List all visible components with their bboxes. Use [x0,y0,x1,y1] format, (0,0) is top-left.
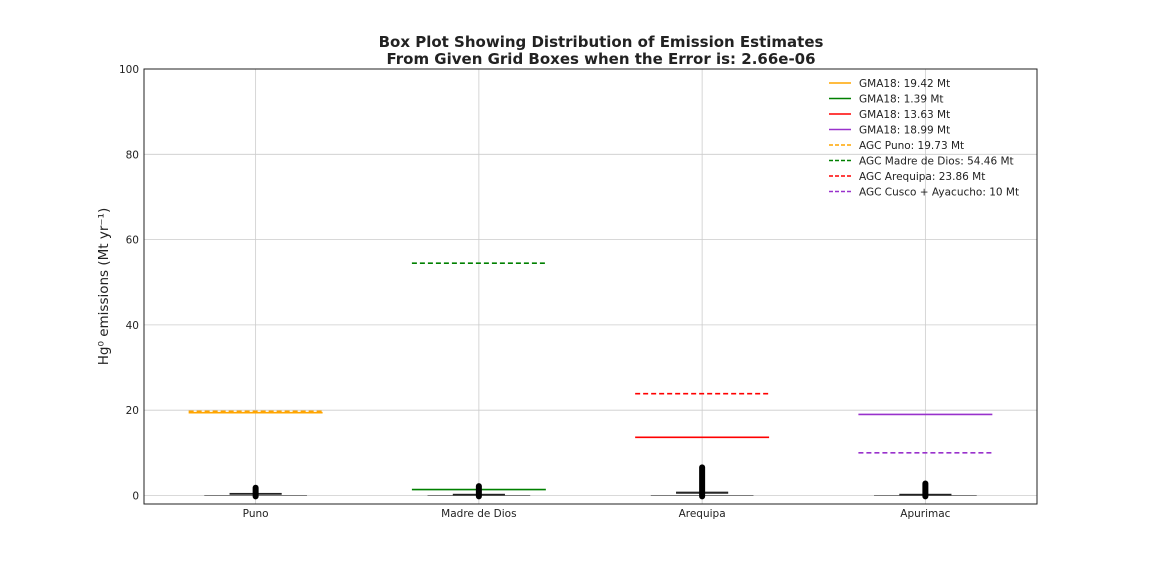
y-axis-ticks: 0 20 40 60 80 100 [119,64,139,502]
box-0 [204,484,307,500]
plot-area-frame [143,68,1038,505]
legend-label-0: GMA18: 19.42 Mt [859,78,950,90]
box-1 [427,483,531,500]
legend-label-2: GMA18: 13.63 Mt [859,109,950,121]
legend-label-1: GMA18: 1.39 Mt [859,94,944,106]
box-2 [650,464,754,500]
chart-title: Box Plot Showing Distribution of Emissio… [379,33,824,68]
y-tick-label-0: 0 [132,490,139,502]
y-tick-label-3: 60 [126,235,139,247]
x-tick-label-3: Apurimac [900,508,950,520]
x-tick-label-0: Puno [243,508,269,520]
box-3 [874,480,977,500]
legend-label-6: AGC Arequipa: 23.86 Mt [859,171,985,183]
reference-lines [188,262,993,491]
chart-title-line-1: Box Plot Showing Distribution of Emissio… [379,33,824,51]
legend-label-4: AGC Puno: 19.73 Mt [859,140,964,152]
y-axis-label: Hg⁰ emissions (Mt yr⁻¹) [96,208,112,365]
y-tick-label-1: 20 [126,405,139,417]
y-tick-label-4: 80 [126,149,139,161]
y-tick-label-2: 40 [126,320,139,332]
x-tick-label-2: Arequipa [679,508,726,520]
chart-title-line-2: From Given Grid Boxes when the Error is:… [386,50,815,68]
y-tick-label-5: 100 [119,64,139,76]
x-tick-label-1: Madre de Dios [441,508,516,520]
legend: GMA18: 19.42 Mt GMA18: 1.39 Mt GMA18: 13.6… [829,78,1019,199]
legend-label-3: GMA18: 18.99 Mt [859,125,950,137]
legend-label-5: AGC Madre de Dios: 54.46 Mt [859,156,1014,168]
legend-label-7: AGC Cusco + Ayacucho: 10 Mt [859,187,1019,199]
box-plots [204,464,977,500]
x-axis-ticks: Puno Madre de Dios Arequipa Apurimac [243,508,951,520]
